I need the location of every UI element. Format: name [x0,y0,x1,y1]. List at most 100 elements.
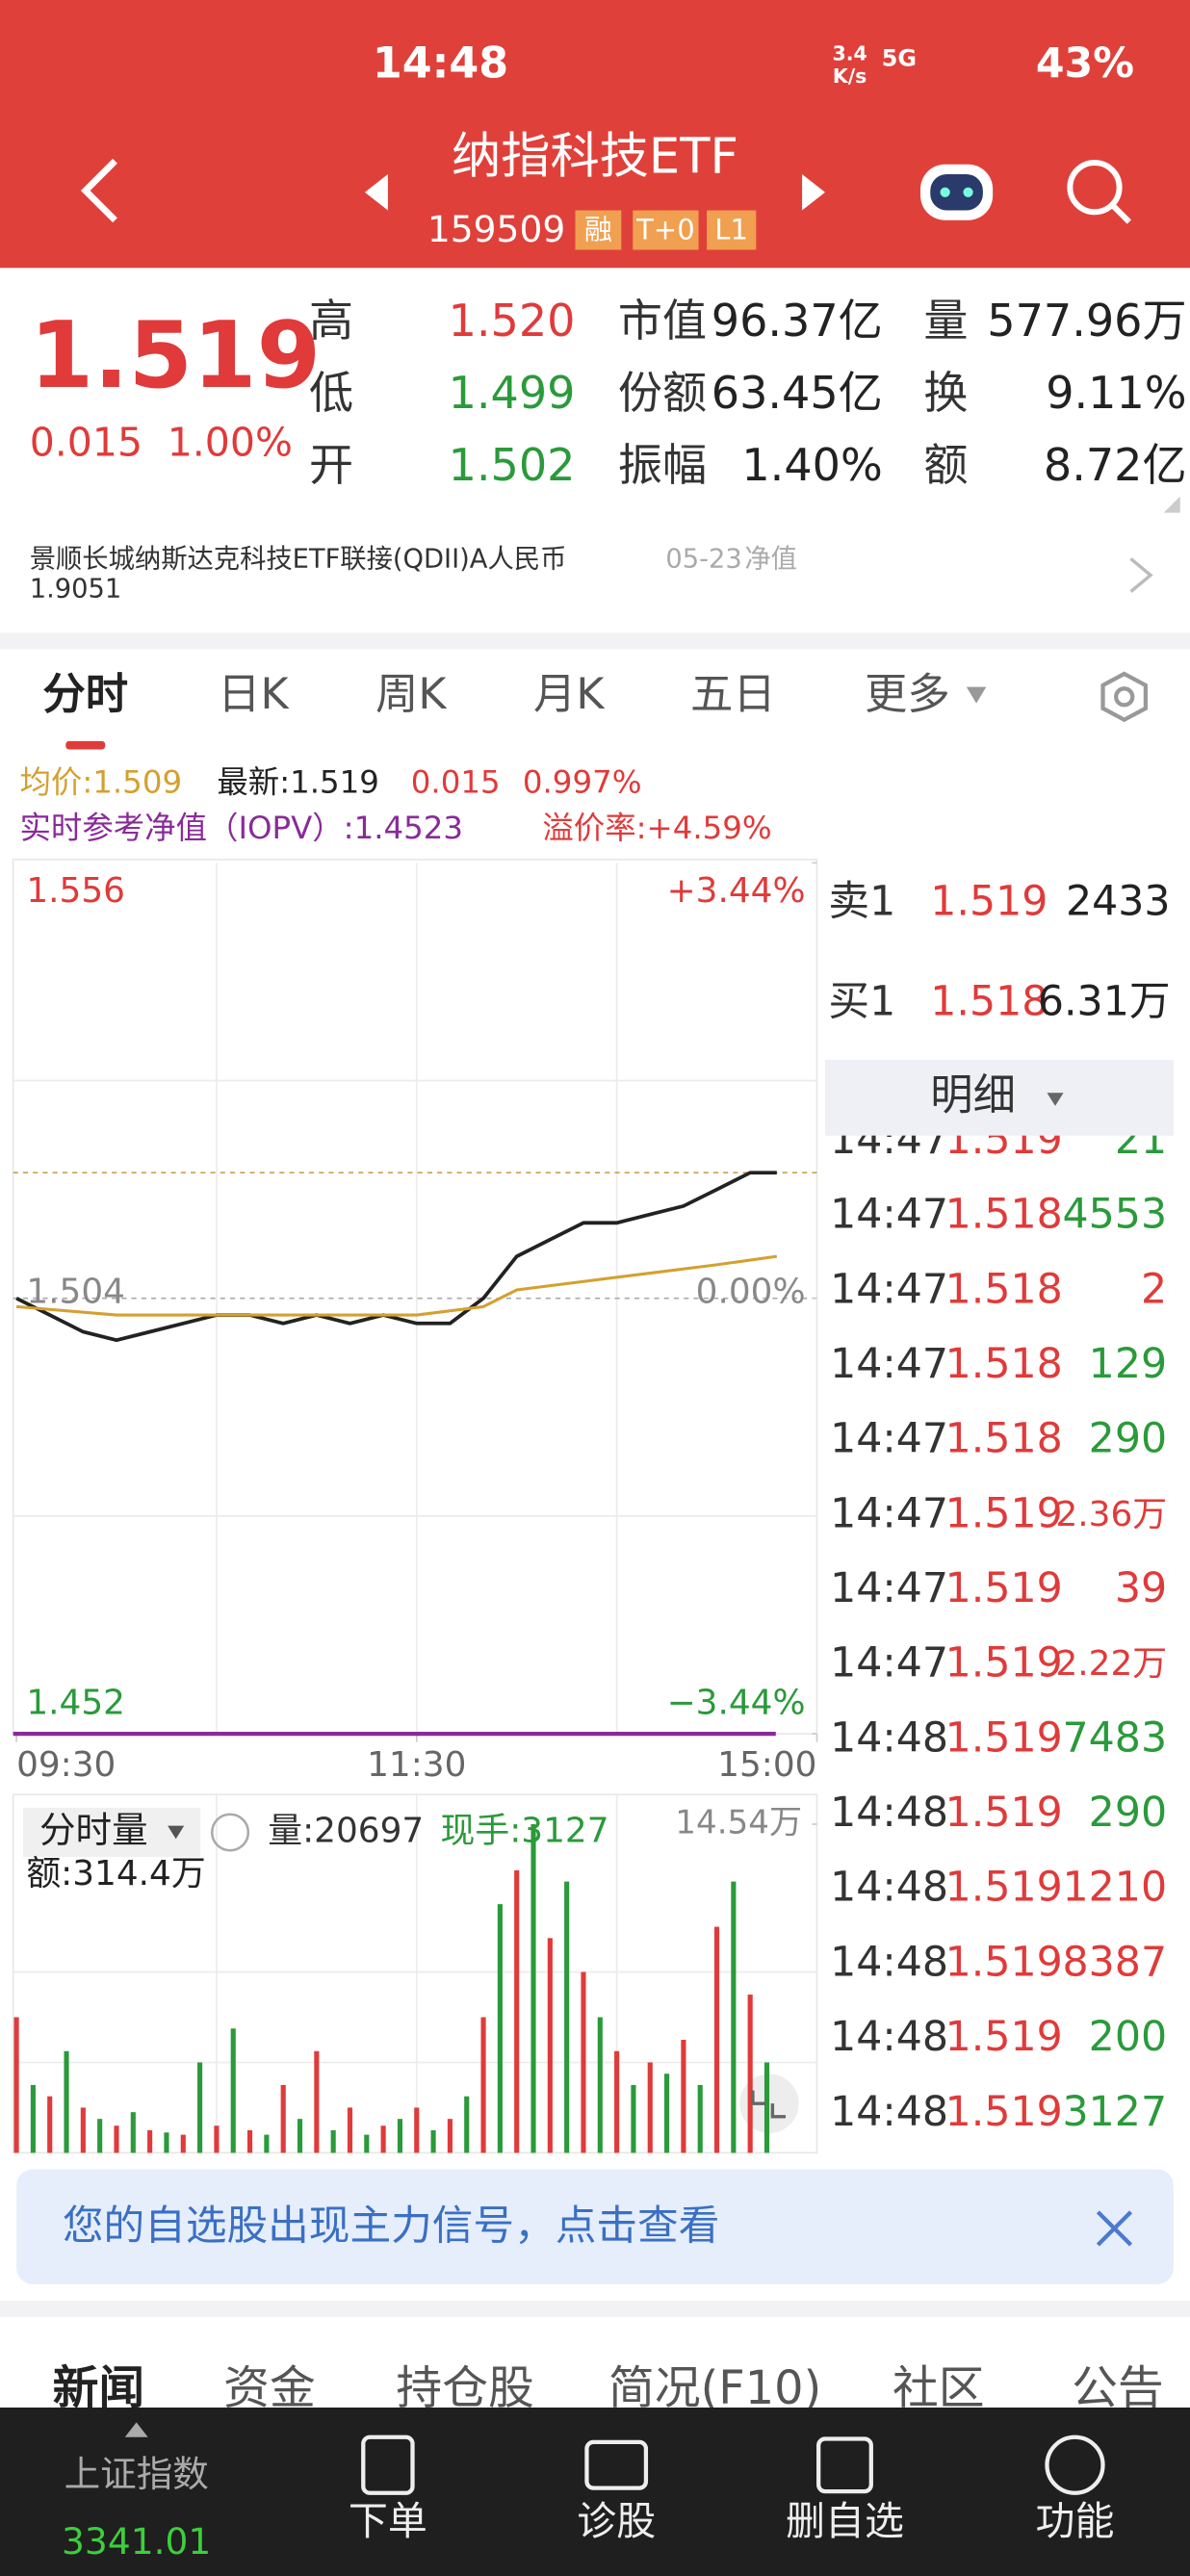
fund-name[interactable]: 景顺长城纳斯达克科技ETF联接(QDII)A人民币 [30,545,567,575]
stat-label: 换 [923,367,968,419]
search-button[interactable] [1067,160,1131,224]
volume-bar [497,1904,503,2153]
book-volume: 2433 [1066,877,1171,925]
tab[interactable]: 更多 [865,670,950,719]
stat-label: 振幅 [618,439,707,491]
trade-volume: 200 [1089,2013,1167,2061]
volume-bar [480,2017,486,2153]
last-hand: 现手:3127 [441,1812,609,1851]
settings-icon[interactable] [1100,671,1149,723]
trade-time: 14:47 [830,1265,948,1313]
volume-bar [330,2129,336,2153]
volume-bar [547,1938,553,2153]
stat-value: 9.11% [1046,367,1186,419]
trade-time: 14:47 [830,1564,948,1612]
volume-total: 量:20697 [268,1812,424,1851]
tab[interactable]: 五日 [690,670,776,719]
tab[interactable]: 月K [533,670,606,719]
bottom-tab[interactable]: 新闻 [53,2362,145,2415]
separator [0,2301,1190,2318]
tag-bg [575,210,622,250]
stat-value: 1.40% [741,439,882,491]
nav-label[interactable]: 功能 [1036,2498,1115,2544]
volume-bar [264,2134,270,2153]
index-name[interactable]: 上证指数 [65,2453,209,2495]
volume-bar [713,1926,720,2153]
detail-label[interactable]: 明细 [930,1070,1016,1120]
banner-text[interactable]: 您的自选股出现主力信号，点击查看 [63,2202,720,2250]
nav-label[interactable]: 下单 [349,2498,427,2544]
trade-volume: 129 [1089,1340,1167,1388]
more-caret [966,686,987,704]
price: 1.519 [30,301,321,409]
trade-time: 14:47 [830,1191,948,1239]
bottom-tab[interactable]: 资金 [223,2362,316,2415]
bottom-tab[interactable]: 持仓股 [396,2362,533,2415]
tag-bg [633,210,699,250]
nav-icon[interactable] [816,2436,873,2494]
detail-header-bg[interactable] [825,1060,1174,1136]
tab[interactable]: 周K [375,670,448,719]
tab-indicator [65,740,106,750]
volume-bar [664,2074,670,2153]
signal-banner[interactable] [16,2169,1174,2284]
volume-label-bg[interactable] [22,1807,201,1858]
net-speed-unit: K/s [833,64,867,88]
volume-title[interactable]: 分时量 [39,1809,148,1851]
latest: 最新:1.519 [217,763,379,800]
trade-volume: 290 [1089,1415,1167,1463]
stat-value: 577.96万 [987,295,1186,347]
fund-arrow[interactable] [1129,557,1153,593]
stat-label: 量 [923,295,968,347]
book-price: 1.518 [930,978,1048,1026]
stat-label: 低 [309,367,353,419]
volume-bar [681,2039,686,2153]
volume-bar [247,2129,253,2153]
nav-icon[interactable] [361,2434,415,2495]
prev-button[interactable] [364,173,388,211]
detail-caret [1047,1093,1064,1106]
help-icon[interactable] [210,1813,250,1852]
volume-bar [130,2112,136,2153]
nav-label[interactable]: 删自选 [786,2498,904,2544]
trade-time: 14:47 [830,1415,948,1463]
trade-volume: 2.22万 [1055,1644,1167,1684]
back-button[interactable] [80,158,117,223]
trade-time: 14:48 [830,1789,948,1837]
nav-icon[interactable] [584,2439,649,2490]
volume-bar [197,2062,203,2153]
bottom-tab[interactable]: 简况(F10) [608,2362,821,2415]
index-value: 3341.01 [62,2520,211,2563]
trade-volume: 39 [1115,1564,1167,1612]
trade-price: 1.518 [945,1415,1063,1463]
volume-bar [514,1869,520,2153]
index-arrow [124,2422,148,2437]
book-label: 卖1 [828,877,895,925]
fund-nav: 1.9051 [30,574,122,604]
volume-bar [647,2062,653,2153]
bottom-tab[interactable]: 公告 [1072,2362,1164,2415]
volume-bar [597,2017,603,2153]
tab[interactable]: 日K [218,670,290,719]
trade-price: 1.518 [945,1340,1063,1388]
nav-label[interactable]: 诊股 [577,2498,656,2544]
trade-volume: 7483 [1063,1713,1168,1762]
stat-label: 份额 [618,367,707,419]
close-banner[interactable] [1096,2210,1133,2247]
volume-amount: 额:314.4万 [26,1854,205,1893]
bottom-tab[interactable]: 社区 [892,2362,985,2415]
trade-price: 1.519 [945,1639,1063,1687]
expand-corner[interactable] [1163,496,1180,513]
trade-time: 14:48 [830,1713,948,1762]
book-price: 1.519 [930,877,1048,925]
title: 纳指科技ETF [452,128,738,186]
nav-icon[interactable] [1045,2434,1105,2495]
assistant-icon[interactable] [920,164,994,220]
tab[interactable]: 分时 [42,670,128,719]
trade-price: 1.519 [945,2013,1063,2061]
battery: 43% [1036,39,1134,88]
trade-price: 1.519 [945,1564,1063,1612]
next-button[interactable] [802,173,826,211]
